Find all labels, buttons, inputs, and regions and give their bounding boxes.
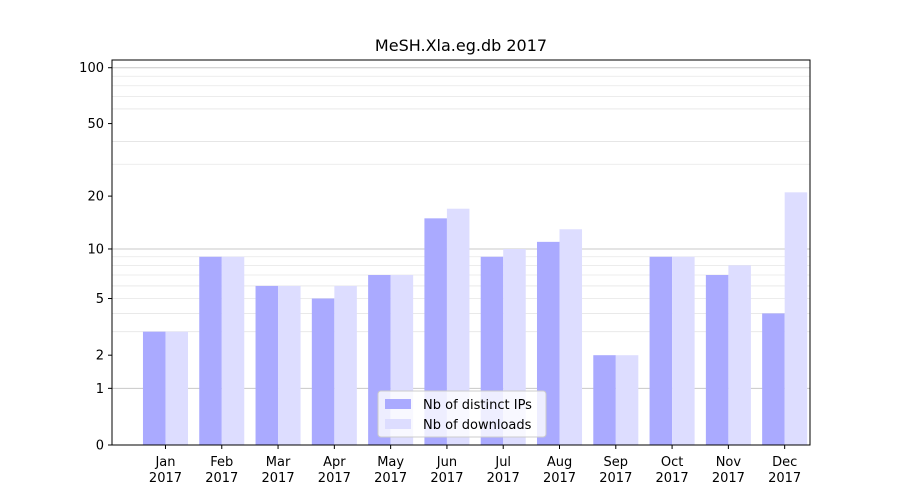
plot-area-frame xyxy=(111,59,811,446)
bar xyxy=(142,331,166,445)
bar xyxy=(255,285,279,445)
x-tick-label-month: Dec xyxy=(772,455,797,470)
x-tick-label-month: May xyxy=(377,455,404,470)
x-tick-label-year: 2017 xyxy=(149,471,182,486)
x-tick-label: Dec 2017 xyxy=(768,455,801,486)
legend-swatch xyxy=(385,419,411,429)
bar xyxy=(334,285,357,445)
legend-box xyxy=(377,390,547,438)
bar xyxy=(278,285,301,445)
bar xyxy=(559,229,583,445)
x-tick-label-year: 2017 xyxy=(599,471,632,486)
y-axis: 0 1 2 5 10 20 50 100 xyxy=(79,61,112,454)
y-tick-label: 10 xyxy=(87,242,104,257)
x-tick-label-year: 2017 xyxy=(768,471,801,486)
x-tick-label-month: Sep xyxy=(604,455,629,470)
bar xyxy=(649,256,673,445)
legend-label: Nb of downloads xyxy=(423,418,532,433)
bar xyxy=(784,192,808,445)
y-tick-label: 1 xyxy=(96,382,104,397)
x-tick-label-year: 2017 xyxy=(430,471,463,486)
bar xyxy=(728,265,751,445)
x-tick-label-year: 2017 xyxy=(543,471,576,486)
x-tick-label: Jul 2017 xyxy=(487,455,520,486)
x-tick-label: Oct 2017 xyxy=(656,455,689,486)
legend: Nb of distinct IPs Nb of downloads xyxy=(377,390,547,438)
bar xyxy=(615,355,639,445)
bar xyxy=(762,313,785,445)
x-tick-label: Apr 2017 xyxy=(318,455,351,486)
x-tick-label-month: Aug xyxy=(547,455,572,470)
bar xyxy=(311,298,335,445)
x-tick-label-year: 2017 xyxy=(712,471,745,486)
x-tick-label-month: Jan xyxy=(154,455,175,470)
y-tick-label: 2 xyxy=(96,349,104,364)
bar xyxy=(593,355,616,445)
x-tick-label-year: 2017 xyxy=(656,471,689,486)
chart-title: MeSH.Xla.eg.db 2017 xyxy=(375,36,547,55)
x-tick-label-year: 2017 xyxy=(374,471,407,486)
y-tick-label: 50 xyxy=(87,117,104,132)
x-tick-label: Sep 2017 xyxy=(599,455,632,486)
bar xyxy=(199,256,222,445)
bar xyxy=(446,208,470,445)
y-tick-label: 0 xyxy=(96,439,104,454)
x-tick-label: Jan 2017 xyxy=(149,455,182,486)
bar xyxy=(221,256,245,445)
x-tick-label-year: 2017 xyxy=(487,471,520,486)
x-tick-label-month: Feb xyxy=(210,455,233,470)
x-tick-label-month: Nov xyxy=(716,455,742,470)
x-tick-label-year: 2017 xyxy=(262,471,295,486)
x-tick-label-month: Jul xyxy=(494,455,511,470)
x-tick-label-month: Mar xyxy=(266,455,291,470)
bar xyxy=(705,275,729,445)
bar xyxy=(424,218,447,445)
x-tick-label: May 2017 xyxy=(374,455,407,486)
x-tick-label-month: Apr xyxy=(323,455,346,470)
x-tick-label: Jun 2017 xyxy=(430,455,463,486)
x-tick-label-month: Oct xyxy=(661,455,683,470)
y-tick-label: 5 xyxy=(96,292,104,307)
y-tick-label: 100 xyxy=(79,61,104,76)
legend-swatch xyxy=(385,399,411,409)
x-tick-label-year: 2017 xyxy=(205,471,238,486)
x-tick-label: Nov 2017 xyxy=(712,455,745,486)
x-tick-label: Aug 2017 xyxy=(543,455,576,486)
x-tick-label-month: Jun xyxy=(436,455,457,470)
x-tick-label: Feb 2017 xyxy=(205,455,238,486)
bar xyxy=(672,256,695,445)
y-tick-label: 20 xyxy=(87,190,104,205)
x-tick-label: Mar 2017 xyxy=(262,455,295,486)
legend-label: Nb of distinct IPs xyxy=(423,398,532,413)
bar xyxy=(165,331,188,445)
x-tick-label-year: 2017 xyxy=(318,471,351,486)
